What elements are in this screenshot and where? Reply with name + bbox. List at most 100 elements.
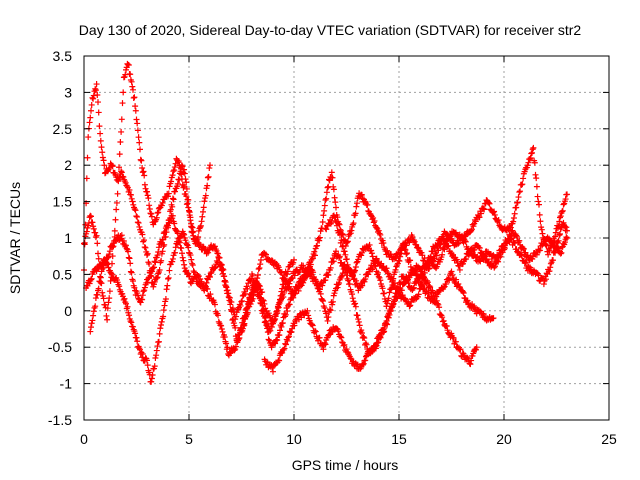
- data-point: [553, 244, 560, 251]
- data-point: [187, 214, 194, 221]
- data-point: [536, 247, 543, 254]
- y-tick-label: 1.5: [53, 194, 73, 210]
- data-point: [320, 298, 327, 305]
- data-point: [216, 254, 223, 261]
- data-point: [322, 197, 329, 204]
- data-point: [249, 272, 256, 279]
- data-point: [540, 281, 547, 288]
- data-point: [551, 248, 558, 255]
- data-point: [130, 201, 137, 208]
- data-point: [115, 176, 122, 183]
- data-point: [441, 246, 448, 253]
- data-point: [508, 235, 515, 242]
- data-point: [98, 144, 105, 151]
- data-point: [440, 317, 447, 324]
- data-point: [304, 264, 311, 271]
- data-point: [144, 357, 150, 364]
- data-point: [139, 354, 146, 361]
- data-point: [104, 316, 111, 323]
- data-point: [104, 305, 111, 312]
- data-point: [140, 288, 147, 295]
- data-point: [169, 172, 176, 179]
- data-point: [539, 230, 546, 237]
- data-point: [158, 202, 165, 209]
- data-point: [453, 256, 460, 263]
- data-point: [221, 278, 228, 285]
- data-point: [147, 210, 154, 217]
- data-point: [128, 78, 135, 85]
- data-point: [179, 254, 186, 261]
- data-point: [511, 240, 518, 247]
- data-point: [476, 214, 483, 221]
- data-point: [552, 229, 559, 236]
- data-point: [418, 279, 425, 286]
- data-point: [334, 284, 341, 291]
- data-point: [257, 261, 264, 268]
- data-point: [211, 301, 218, 308]
- data-point: [439, 233, 446, 240]
- data-point: [316, 334, 323, 341]
- data-point: [258, 300, 265, 307]
- data-point: [284, 337, 291, 344]
- data-point: [118, 169, 125, 176]
- data-point: [148, 378, 155, 385]
- data-point: [92, 229, 99, 236]
- data-point: [169, 195, 176, 202]
- data-point: [215, 254, 222, 261]
- data-point: [178, 245, 185, 252]
- data-point: [116, 283, 123, 290]
- data-point: [118, 232, 125, 239]
- data-point: [133, 213, 140, 220]
- data-point: [130, 278, 136, 285]
- data-point: [550, 257, 556, 264]
- data-point: [211, 243, 218, 250]
- data-point: [148, 210, 155, 217]
- data-point: [286, 280, 293, 287]
- data-point: [326, 306, 333, 313]
- data-point: [127, 260, 134, 267]
- data-point: [375, 269, 381, 276]
- data-point: [407, 257, 414, 264]
- data-point: [174, 159, 181, 166]
- data-point: [455, 239, 462, 246]
- data-point: [155, 209, 162, 216]
- data-point: [434, 300, 441, 307]
- data-point: [181, 231, 188, 238]
- data-point: [414, 244, 421, 251]
- data-point: [198, 218, 205, 225]
- data-point: [352, 303, 359, 310]
- data-point: [172, 188, 178, 195]
- data-point: [417, 285, 424, 292]
- data-point: [126, 312, 133, 319]
- data-point: [552, 233, 559, 240]
- data-point: [136, 139, 143, 146]
- data-point: [219, 328, 226, 335]
- data-point: [383, 317, 390, 324]
- data-point: [358, 252, 365, 259]
- data-point: [554, 238, 561, 245]
- data-point: [286, 301, 293, 308]
- data-point: [282, 311, 289, 318]
- data-point: [348, 227, 355, 234]
- data-points: [81, 60, 570, 385]
- data-point: [337, 333, 344, 340]
- data-point: [97, 278, 104, 285]
- data-point: [388, 304, 395, 311]
- data-point: [134, 213, 141, 220]
- data-point: [439, 251, 446, 258]
- data-point: [125, 61, 132, 68]
- data-point: [156, 267, 163, 274]
- data-point: [171, 167, 178, 174]
- data-point: [519, 181, 526, 188]
- data-point: [100, 157, 107, 164]
- data-point: [555, 237, 562, 244]
- data-point: [244, 309, 251, 316]
- data-point: [516, 237, 523, 244]
- data-point: [331, 214, 338, 221]
- data-point: [242, 290, 249, 297]
- data-point: [329, 174, 336, 181]
- data-point: [409, 233, 416, 240]
- data-point: [347, 230, 354, 237]
- data-point: [120, 174, 127, 181]
